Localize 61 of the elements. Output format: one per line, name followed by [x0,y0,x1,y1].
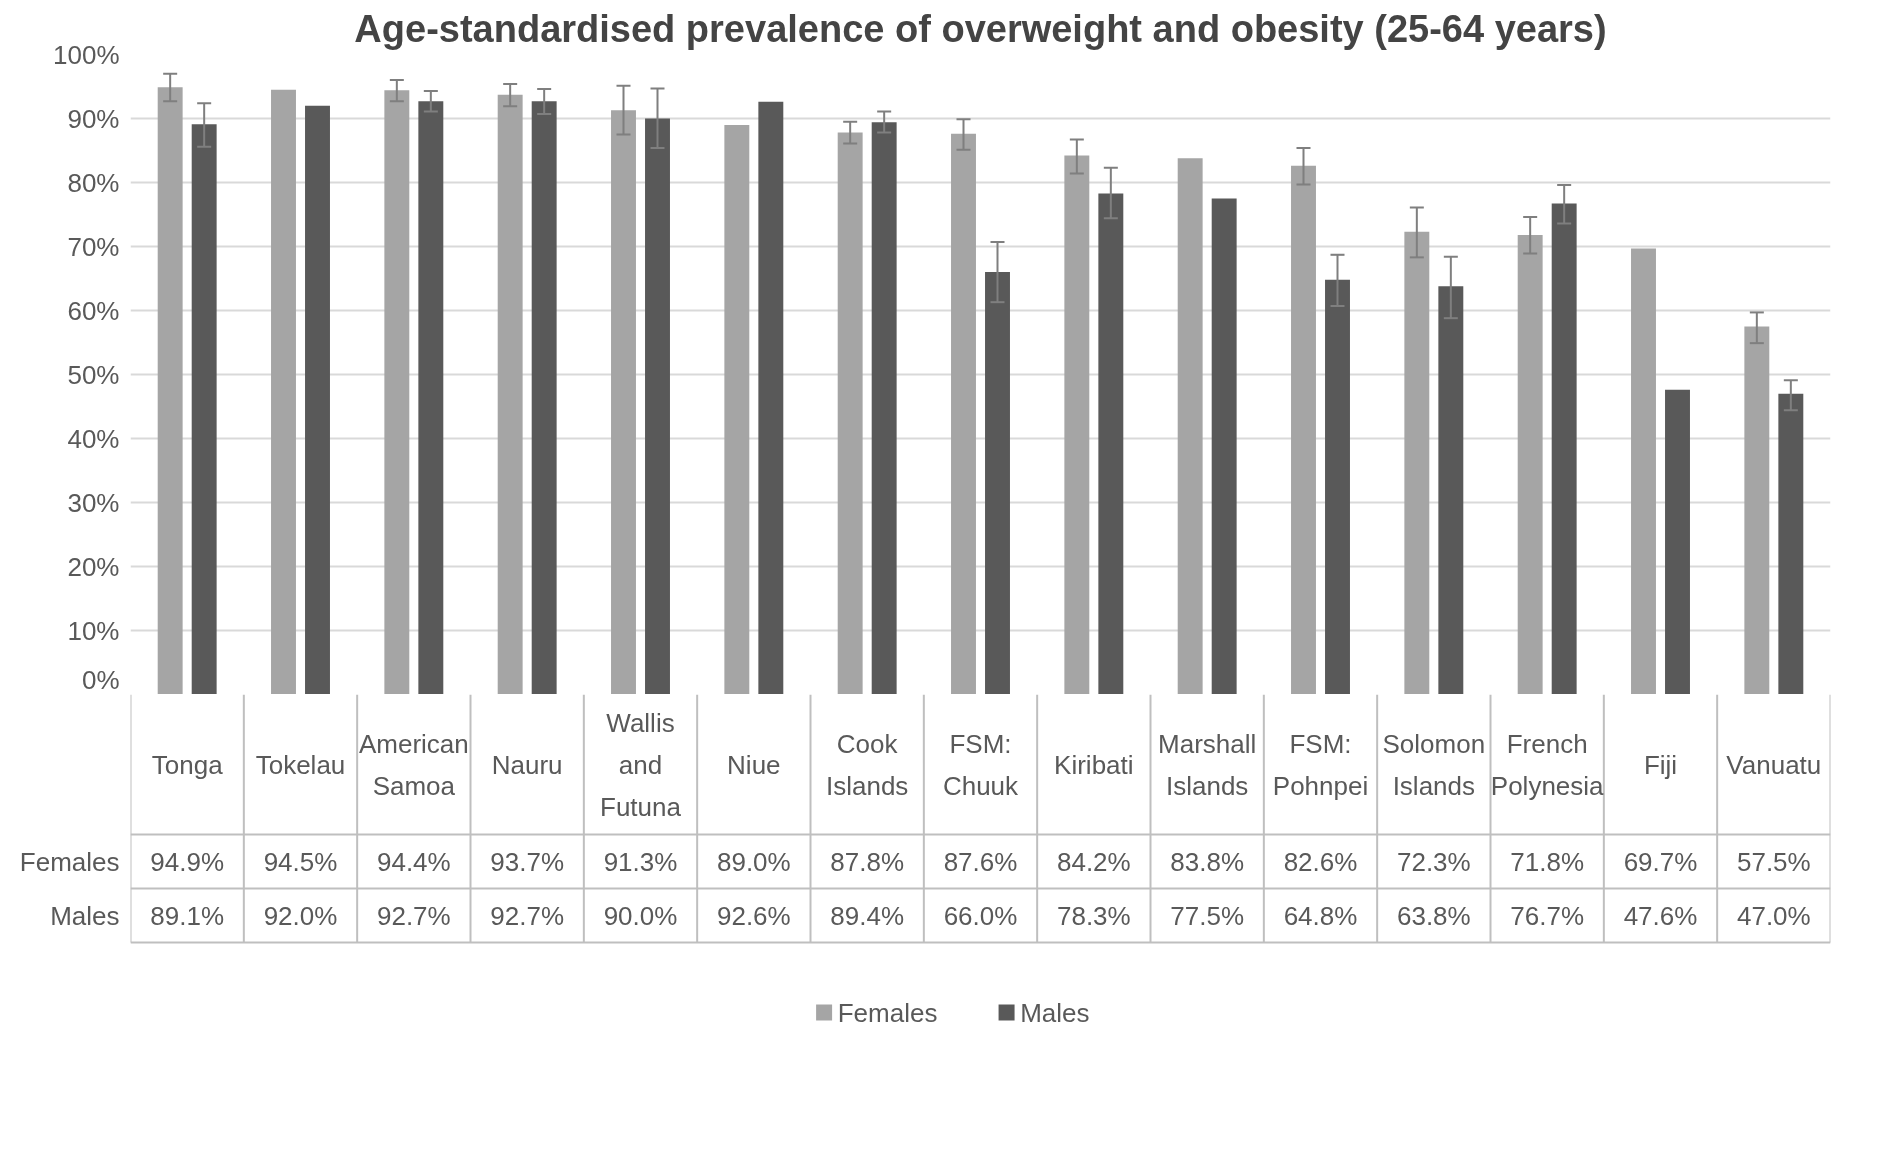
data-label: 92.6% [716,900,791,931]
data-label: 87.8% [830,846,905,877]
data-label: 78.3% [1056,900,1131,931]
x-tick-label: Kiribati [1054,749,1134,780]
x-tick-label: American Samoa [358,728,469,801]
data-label: 66.0% [943,900,1018,931]
data-label: 89.0% [716,846,791,877]
y-tick-label: 80% [67,167,120,198]
y-tick-label: 100% [53,39,120,70]
y-tick-label: 60% [67,295,120,326]
y-tick-label: 70% [67,231,120,262]
x-tick-label: Niue [727,749,781,780]
x-tick-label: Cook Islands [825,728,909,801]
data-label: 77.5% [1170,900,1245,931]
data-label: 47.0% [1736,900,1811,931]
data-label: 47.6% [1623,900,1698,931]
y-tick-label: 20% [67,551,120,582]
x-tick-label: FSM: Chuuk [942,728,1020,801]
y-tick-label: 40% [67,423,120,454]
x-tick-label: Vanuatu [1726,749,1822,780]
y-tick-label: 30% [67,487,120,518]
y-tick-label: 0% [81,664,120,695]
y-tick-label: 50% [67,359,120,390]
data-label: 63.8% [1396,900,1471,931]
data-label: 92.7% [490,900,565,931]
x-tick-label: Solomon Islands [1382,728,1486,801]
legend-label: Males [1020,997,1090,1028]
data-label: 82.6% [1283,846,1358,877]
data-label: 69.7% [1623,846,1698,877]
data-label: 64.8% [1283,900,1358,931]
data-label: 84.2% [1056,846,1131,877]
x-tick-label: Marshall Islands [1158,728,1257,801]
data-label: 93.7% [490,846,565,877]
x-tick-label: Fiji [1643,749,1678,780]
data-label: 89.1% [150,900,225,931]
data-label: 90.0% [603,900,678,931]
data-label: 76.7% [1510,900,1585,931]
chart-title: Age-standardised prevalence of overweight and obesity (25-64 years) [354,7,1607,50]
data-label: 87.6% [943,846,1018,877]
x-tick-label: Tokelau [255,749,346,780]
x-tick-label: FSM: Pohnpei [1272,728,1369,801]
y-tick-label: 10% [67,615,120,646]
text: Females [19,846,120,877]
data-label: 94.5% [263,846,338,877]
data-label: 91.3% [603,846,678,877]
data-label: 94.9% [150,846,225,877]
x-tick-label: Nauru [491,749,563,780]
data-label: 92.7% [376,900,451,931]
text: Males [50,900,120,931]
data-label: 71.8% [1510,846,1585,877]
data-label: 89.4% [830,900,905,931]
data-label: 72.3% [1396,846,1471,877]
data-label: 92.0% [263,900,338,931]
data-label: 94.4% [376,846,451,877]
x-tick-label: Tonga [151,749,224,780]
legend-label: Females [837,997,938,1028]
data-label: 83.8% [1170,846,1245,877]
x-tick-label: Wallis and Futuna [600,707,682,822]
data-label: 57.5% [1736,846,1811,877]
x-tick-label: French Polynesia [1490,728,1605,801]
y-tick-label: 90% [67,103,120,134]
